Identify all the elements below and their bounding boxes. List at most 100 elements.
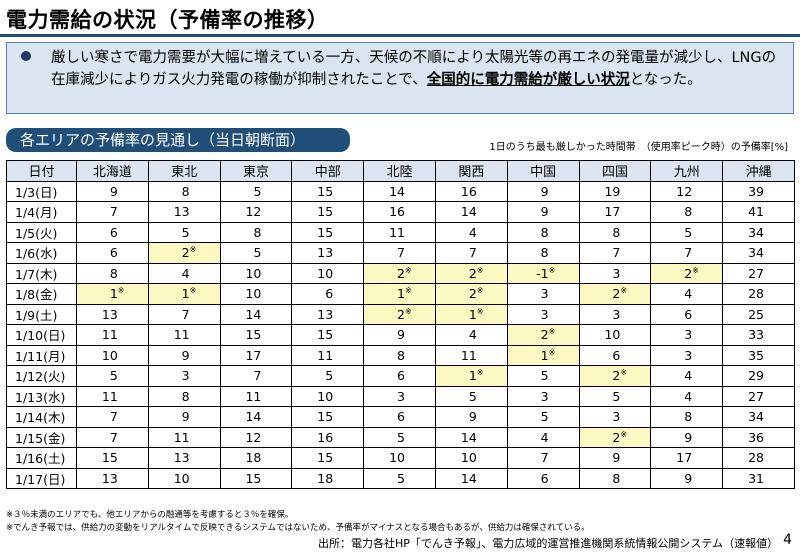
value-cell: 6 <box>291 283 365 305</box>
value-cell: 7 <box>76 426 149 448</box>
value-cell: 16 <box>434 180 508 202</box>
reserve-margin-value: 8 <box>612 224 621 240</box>
value-cell: 8 <box>363 344 436 366</box>
reserve-margin-value: 8 <box>181 183 190 199</box>
reserve-margin-value: 15 <box>317 450 334 466</box>
reserve-margin-value: 6 <box>109 224 118 240</box>
date-cell: 1/8(金) <box>6 283 77 305</box>
reserve-margin-table: 日付 北海道 東北 東京 中部 北陸 関西 中国 四国 九州 沖縄 1/3(日)… <box>6 160 795 489</box>
footnote: ※３％未満のエリアでも、他エリアからの融通等を考慮すると３％を確保。 <box>6 510 294 520</box>
date-cell: 1/12(火) <box>6 365 77 387</box>
reserve-margin-value: 8 <box>612 470 621 486</box>
reserve-margin-value: 6 <box>684 306 693 322</box>
source-citation: 出所：電力各社HP「でんき予報」、電力広域的運営推進機関系統情報公開システム（速… <box>318 537 779 550</box>
reserve-margin-value: 2 ※ <box>612 429 628 445</box>
value-cell: 7 <box>650 242 724 264</box>
value-cell: 3 <box>506 303 580 325</box>
value-cell: 6 <box>363 406 436 428</box>
value-cell: 1 ※ <box>76 283 149 305</box>
table-row: 1/16(土) 15 13 18 15 10 10 7 9 17 28 <box>6 447 795 469</box>
reserve-margin-value: 11 <box>245 388 262 404</box>
value-cell: 13 <box>291 303 365 325</box>
reserve-margin-value: 9 <box>181 409 190 425</box>
value-cell: 2 ※ <box>650 262 724 284</box>
value-cell: 10 <box>363 447 436 469</box>
page-title: 電力需給の状況（予備率の推移） <box>6 8 329 32</box>
reserve-margin-value: 2 ※ <box>684 265 699 281</box>
value-cell: 14 <box>363 180 436 202</box>
table-row: 1/6(水) 6 2 ※ 5 13 7 7 8 7 7 34 <box>6 242 795 264</box>
value-cell: 3 <box>650 324 724 346</box>
value-cell: 6 <box>650 303 724 325</box>
value-cell: 17 <box>578 201 652 223</box>
reserve-margin-value: 15 <box>317 327 334 343</box>
value-cell: 6 <box>363 365 436 387</box>
value-cell: 8 <box>76 262 149 284</box>
reserve-margin-value: 8 <box>253 224 262 240</box>
value-cell: 9 <box>650 426 724 448</box>
value-cell: 7 <box>219 365 293 387</box>
unit-note: 1日のうち最も厳しかった時間帯 （使用率ピーク時）の予備率[%] <box>489 142 788 153</box>
reserve-margin-value: 6 <box>540 470 549 486</box>
reserve-margin-value: 6 <box>397 409 405 425</box>
reserve-margin-value: 29 <box>748 368 764 384</box>
value-cell: 8 <box>506 242 580 264</box>
column-header: 東京 <box>219 160 293 182</box>
section-label: 各エリアの予備率の見通し（当日朝断面） <box>6 128 350 152</box>
reserve-margin-value: 5 <box>253 245 262 261</box>
value-cell: 4 <box>650 385 724 407</box>
reserve-margin-value: 5 <box>181 224 190 240</box>
table-row: 1/8(金) 1 ※ 1 ※ 10 6 1 ※ 2 ※ 3 2 ※ 4 28 <box>6 283 795 305</box>
value-cell: 5 <box>578 385 652 407</box>
value-cell: 9 <box>76 180 149 202</box>
note-mark: ※ <box>692 265 699 275</box>
value-cell: 6 <box>578 344 652 366</box>
reserve-margin-value: 9 <box>468 409 477 425</box>
reserve-margin-value: 2 ※ <box>181 245 197 261</box>
value-cell: 13 <box>76 467 149 489</box>
value-cell: 28 <box>722 447 795 469</box>
reserve-margin-value: 14 <box>460 429 477 445</box>
reserve-margin-value: 12 <box>245 429 262 445</box>
value-cell: 18 <box>291 467 365 489</box>
value-cell: 33 <box>722 324 795 346</box>
value-cell: 15 <box>291 221 365 243</box>
table-row: 1/4(月) 7 13 12 15 16 14 9 17 8 41 <box>6 201 795 223</box>
reserve-margin-value: 5 <box>540 368 549 384</box>
value-cell: 15 <box>291 201 365 223</box>
reserve-margin-value: 34 <box>748 409 764 425</box>
reserve-margin-value: 6 <box>397 368 405 384</box>
column-header: 九州 <box>650 160 724 182</box>
date-cell: 1/4(月) <box>6 201 77 223</box>
reserve-margin-value: 4 <box>684 286 693 302</box>
value-cell: 6 <box>506 467 580 489</box>
reserve-margin-value: 2 ※ <box>612 368 628 384</box>
reserve-margin-value: 8 <box>540 245 549 261</box>
reserve-margin-value: 14 <box>245 306 262 322</box>
value-cell: -1 ※ <box>506 262 580 284</box>
reserve-margin-value: 14 <box>460 204 477 220</box>
title-rule <box>0 34 800 37</box>
reserve-margin-value: 7 <box>109 409 118 425</box>
reserve-margin-value: 2 ※ <box>397 265 412 281</box>
value-cell: 13 <box>147 201 221 223</box>
value-cell: 15 <box>76 447 149 469</box>
reserve-margin-value: 11 <box>101 327 118 343</box>
note-mark: ※ <box>548 265 556 275</box>
reserve-margin-value: 4 <box>181 265 190 281</box>
reserve-margin-value: 10 <box>245 286 262 302</box>
reserve-margin-value: 8 <box>109 265 118 281</box>
value-cell: 9 <box>147 344 221 366</box>
note-mark: ※ <box>620 286 628 296</box>
reserve-margin-value: 3 <box>540 306 549 322</box>
value-cell: 4 <box>147 262 221 284</box>
date-cell: 1/15(金) <box>6 426 77 448</box>
value-cell: 5 <box>147 221 221 243</box>
value-cell: 27 <box>722 385 795 407</box>
reserve-margin-value: 3 <box>540 286 549 302</box>
value-cell: 3 <box>578 406 652 428</box>
value-cell: 34 <box>722 242 795 264</box>
reserve-margin-value: 5 <box>540 409 549 425</box>
value-cell: 5 <box>291 365 365 387</box>
reserve-margin-value: 1 ※ <box>181 286 197 302</box>
